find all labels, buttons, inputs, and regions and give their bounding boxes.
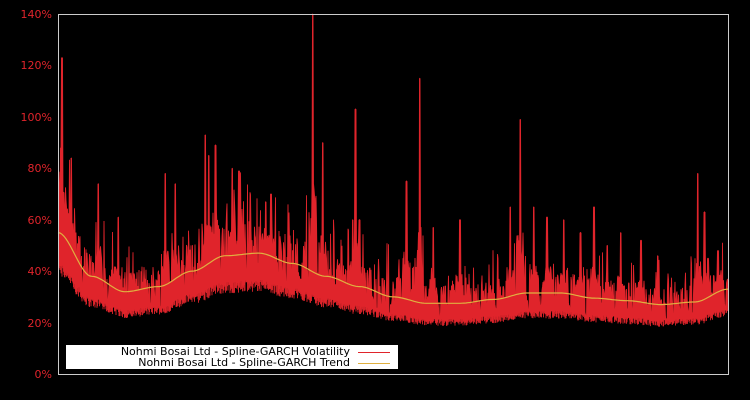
y-tick-label: 60% bbox=[27, 213, 52, 227]
legend-label: Nohmi Bosai Ltd - Spline-GARCH Volatilit… bbox=[120, 345, 350, 358]
y-tick-label: 80% bbox=[27, 162, 52, 176]
volatility-series bbox=[58, 13, 728, 327]
legend-swatch-gold bbox=[358, 362, 390, 364]
y-tick-label: 140% bbox=[20, 8, 52, 21]
volatility-line bbox=[58, 13, 728, 327]
legend-label: Nohmi Bosai Ltd - Spline-GARCH Trend bbox=[138, 356, 350, 369]
legend-item-trend: Nohmi Bosai Ltd - Spline-GARCH Trend bbox=[138, 357, 390, 369]
y-tick-label: 0% bbox=[34, 368, 52, 381]
y-tick-label: 120% bbox=[20, 59, 52, 73]
legend-swatch-red bbox=[358, 351, 390, 353]
chart-legend: Nohmi Bosai Ltd - Spline-GARCH Volatilit… bbox=[66, 345, 398, 369]
y-tick-label: 100% bbox=[20, 110, 52, 124]
y-tick-label: 20% bbox=[27, 316, 52, 330]
legend-item-volatility: Nohmi Bosai Ltd - Spline-GARCH Volatilit… bbox=[121, 346, 390, 358]
trend-series bbox=[57, 232, 729, 306]
y-tick-label: 40% bbox=[27, 265, 52, 279]
plot-area-border bbox=[58, 14, 729, 375]
